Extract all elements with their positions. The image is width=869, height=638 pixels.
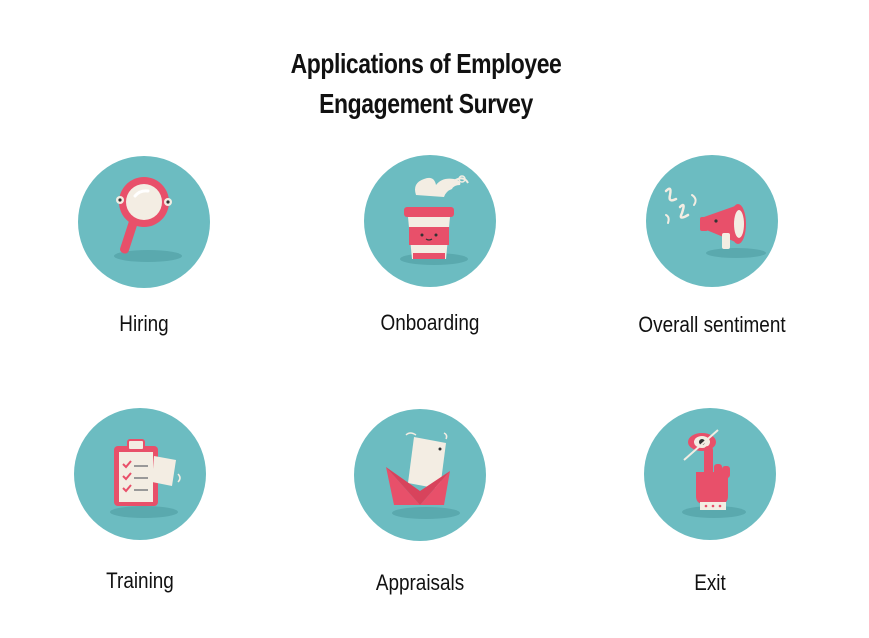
label-appraisals: Appraisals xyxy=(375,570,465,595)
tile-overall-sentiment: Overall sentiment xyxy=(602,155,822,355)
appraisals-circle xyxy=(354,409,486,541)
title-line-1: Applications of Employee xyxy=(290,48,562,79)
tile-onboarding: Onboarding xyxy=(320,155,540,355)
tile-exit: Exit xyxy=(600,408,820,608)
hiring-circle xyxy=(78,156,210,288)
onboarding-circle xyxy=(364,155,496,287)
clipboard-checklist-icon xyxy=(110,439,181,518)
title-line-2: Engagement Survey xyxy=(319,88,533,119)
megaphone-icon xyxy=(664,187,766,258)
training-circle xyxy=(74,408,206,540)
label-exit: Exit xyxy=(694,570,726,595)
exit-circle xyxy=(644,408,776,540)
hand-pointing-eye-icon xyxy=(682,429,746,518)
page-title: Applications of Employee Engagement Surv… xyxy=(262,44,590,124)
tile-hiring: Hiring xyxy=(34,156,254,356)
label-overall-sentiment: Overall sentiment xyxy=(638,312,786,337)
sentiment-circle xyxy=(646,155,778,287)
magnifier-icon xyxy=(114,177,182,262)
coffee-cup-icon xyxy=(400,175,469,265)
label-onboarding: Onboarding xyxy=(380,310,480,335)
label-training: Training xyxy=(106,568,174,593)
label-hiring: Hiring xyxy=(119,311,169,336)
tile-appraisals: Appraisals xyxy=(310,409,530,609)
tile-training: Training xyxy=(30,408,250,608)
envelope-letter-icon xyxy=(386,432,460,519)
